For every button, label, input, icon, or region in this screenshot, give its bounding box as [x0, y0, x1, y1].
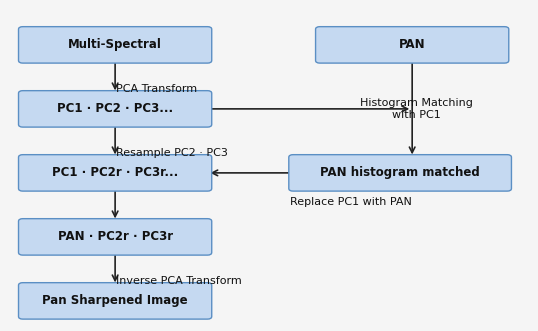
Text: PC1 · PC2 · PC3...: PC1 · PC2 · PC3... — [57, 102, 173, 116]
Text: Histogram Matching
with PC1: Histogram Matching with PC1 — [360, 98, 472, 120]
Text: PCA Transform: PCA Transform — [116, 84, 197, 94]
Text: Inverse PCA Transform: Inverse PCA Transform — [116, 276, 242, 286]
FancyBboxPatch shape — [18, 283, 212, 319]
Text: PAN: PAN — [399, 38, 426, 51]
Text: Multi-Spectral: Multi-Spectral — [68, 38, 162, 51]
Text: PC1 · PC2r · PC3r...: PC1 · PC2r · PC3r... — [52, 166, 178, 179]
FancyBboxPatch shape — [18, 219, 212, 255]
FancyBboxPatch shape — [289, 155, 512, 191]
Text: Replace PC1 with PAN: Replace PC1 with PAN — [291, 197, 412, 207]
FancyBboxPatch shape — [316, 27, 509, 63]
FancyBboxPatch shape — [18, 27, 212, 63]
FancyBboxPatch shape — [18, 155, 212, 191]
Text: Pan Sharpened Image: Pan Sharpened Image — [43, 294, 188, 307]
Text: Resample PC2 · PC3: Resample PC2 · PC3 — [116, 148, 228, 158]
Text: PAN histogram matched: PAN histogram matched — [320, 166, 480, 179]
Text: PAN · PC2r · PC3r: PAN · PC2r · PC3r — [58, 230, 173, 243]
FancyBboxPatch shape — [18, 91, 212, 127]
